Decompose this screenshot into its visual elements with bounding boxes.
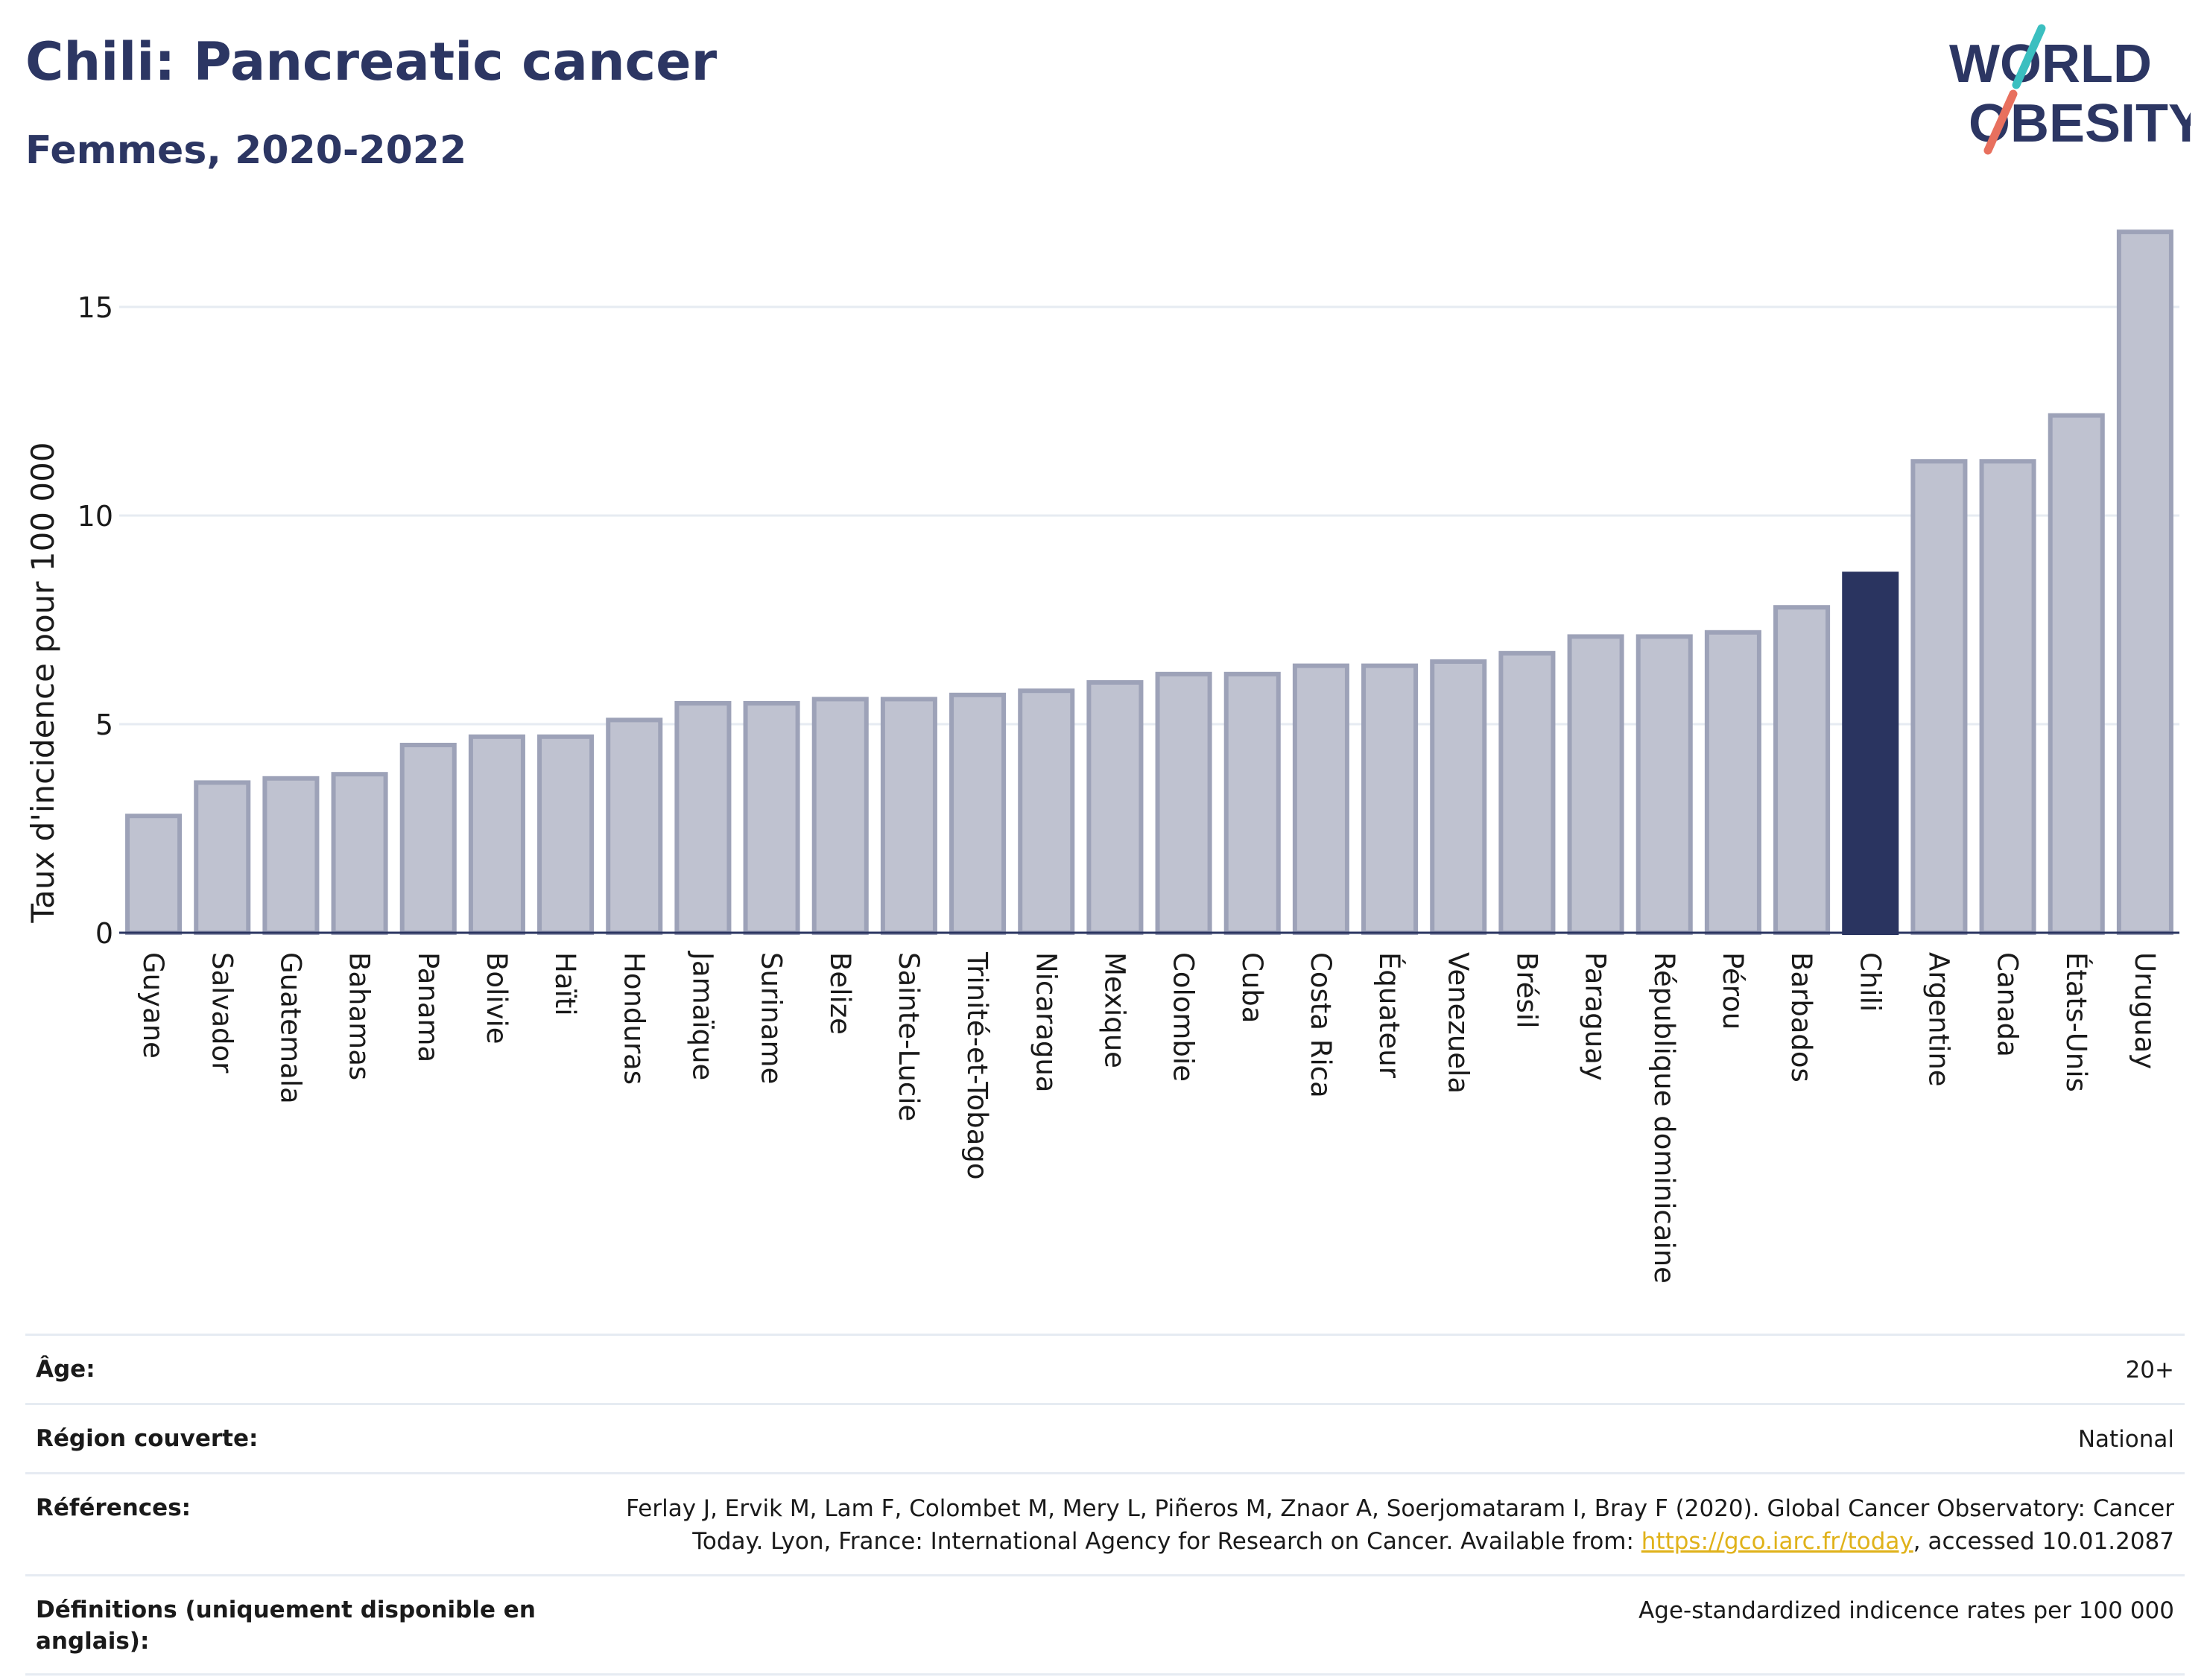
- bar-10: [811, 697, 869, 936]
- bar-8: [674, 701, 732, 935]
- logo-coral-slash: [1983, 89, 2018, 155]
- bar-0: [125, 814, 183, 935]
- bar-1: [194, 780, 251, 936]
- meta-row-region: Région couverte: National: [25, 1403, 2185, 1472]
- bar-27: [1979, 459, 2036, 935]
- x-tick-label: Équateur: [1373, 952, 1406, 1079]
- bar-28: [2048, 413, 2105, 935]
- bar-22: [1635, 634, 1693, 936]
- x-tick-label: Salvador: [206, 952, 238, 1074]
- x-tick-label: Costa Rica: [1305, 952, 1337, 1098]
- x-tick-label: Jamaïque: [686, 951, 718, 1080]
- bar-24: [1773, 605, 1831, 935]
- bar-chart: 0 5 10 15 Guyane Salvador Guatemala Bahamas Pana…: [25, 229, 2179, 1284]
- y-tick-label: 10: [77, 500, 113, 533]
- world-obesity-logo: WORLD OBESITY: [1949, 24, 2191, 155]
- meta-value-references: Ferlay J, Ervik M, Lam F, Colombet M, Me…: [572, 1492, 2174, 1558]
- meta-value-age: 20+: [2125, 1357, 2174, 1383]
- x-tick-label: Colombie: [1168, 952, 1200, 1082]
- x-tick-label: Argentine: [1922, 952, 1954, 1087]
- y-tick-label: 0: [95, 917, 113, 950]
- references-link[interactable]: https://gco.iarc.fr/today: [1641, 1528, 1913, 1555]
- meta-row-references: Références: Ferlay J, Ervik M, Lam F, Co…: [25, 1472, 2185, 1574]
- x-tick-label: Panama: [412, 952, 444, 1062]
- x-tick-label: Cuba: [1236, 952, 1268, 1023]
- meta-row-definitions: Définitions (uniquement disponible en an…: [25, 1574, 2185, 1676]
- x-tick-label: Honduras: [618, 952, 650, 1085]
- bar-20: [1498, 650, 1556, 935]
- bar-13: [1018, 688, 1075, 935]
- bar-6: [537, 734, 595, 935]
- bar-7: [606, 717, 663, 936]
- x-tick-label: Chili: [1854, 952, 1886, 1012]
- x-tick-label: Bolivie: [481, 952, 513, 1045]
- x-tick-label: Sainte-Lucie: [893, 952, 925, 1121]
- bar-17: [1292, 663, 1349, 935]
- x-tick-label: Trinité-et-Tobago: [961, 951, 993, 1179]
- references-accessed: , accessed 10.01.2087: [1913, 1528, 2174, 1555]
- y-tick-label: 5: [95, 709, 113, 741]
- x-tick-label: Belize: [824, 952, 856, 1035]
- bar-23: [1704, 630, 1761, 935]
- y-axis-label: Taux d'incidence pour 100 000: [25, 442, 61, 923]
- meta-value-region: National: [2077, 1426, 2174, 1453]
- x-tick-label: Bahamas: [343, 952, 376, 1080]
- x-tick-label: Canada: [1992, 952, 2024, 1057]
- bar-18: [1361, 663, 1419, 935]
- bar-19: [1430, 659, 1487, 935]
- bar-12: [949, 692, 1007, 935]
- meta-label-references: Références:: [36, 1494, 191, 1521]
- x-tick-label: Pérou: [1717, 952, 1749, 1030]
- bar-2: [262, 776, 320, 936]
- bar-21: [1567, 634, 1624, 936]
- bar-5: [468, 734, 525, 935]
- bar-29: [2116, 229, 2173, 935]
- y-tick-label: 15: [77, 291, 113, 324]
- x-tick-label: Barbados: [1785, 952, 1817, 1083]
- x-tick-label: Uruguay: [2129, 952, 2161, 1069]
- bar-26: [1910, 459, 1968, 935]
- x-tick-label: Brésil: [1510, 952, 1542, 1028]
- x-tick-label: Paraguay: [1580, 952, 1612, 1081]
- meta-value-definitions: Age-standardized indicence rates per 100…: [1638, 1597, 2174, 1624]
- bar-9: [743, 701, 800, 935]
- bar-25: [1842, 571, 1899, 936]
- x-tick-label: Guyane: [137, 952, 169, 1059]
- references-text: Ferlay J, Ervik M, Lam F, Colombet M, Me…: [626, 1495, 2174, 1555]
- chart-title: Chili: Pancreatic cancer: [25, 31, 718, 92]
- x-tick-label: Suriname: [756, 952, 788, 1084]
- x-tick-label: Mexique: [1098, 952, 1130, 1068]
- chart-subtitle: Femmes, 2020-2022: [25, 128, 467, 173]
- logo-line1: WORLD: [1949, 34, 2152, 94]
- x-tick-label: États-Unis: [2060, 952, 2093, 1092]
- bar-3: [331, 772, 388, 935]
- bar-14: [1086, 680, 1144, 935]
- x-tick-label: Nicaragua: [1030, 952, 1062, 1092]
- x-tick-label: Haïti: [549, 952, 581, 1016]
- bar-16: [1223, 671, 1281, 935]
- axes: 0 5 10 15 Guyane Salvador Guatemala Bahamas Pana…: [25, 291, 2179, 1284]
- bars: [125, 229, 2173, 936]
- meta-row-age: Âge: 20+: [25, 1334, 2185, 1403]
- x-tick-label: République dominicaine: [1648, 952, 1680, 1284]
- meta-label-age: Âge:: [36, 1356, 95, 1383]
- x-tick-label: Venezuela: [1442, 952, 1474, 1094]
- logo-teal-slash: [2012, 24, 2046, 89]
- metadata-table: Âge: 20+ Région couverte: National Référ…: [25, 1334, 2185, 1676]
- meta-label-definitions: Définitions (uniquement disponible en an…: [36, 1597, 536, 1655]
- x-tick-label: Guatemala: [274, 952, 306, 1104]
- grid-lines: [119, 305, 2179, 726]
- bar-15: [1155, 671, 1212, 935]
- meta-label-region: Région couverte:: [36, 1425, 259, 1452]
- bar-4: [399, 743, 457, 935]
- bar-11: [880, 697, 937, 936]
